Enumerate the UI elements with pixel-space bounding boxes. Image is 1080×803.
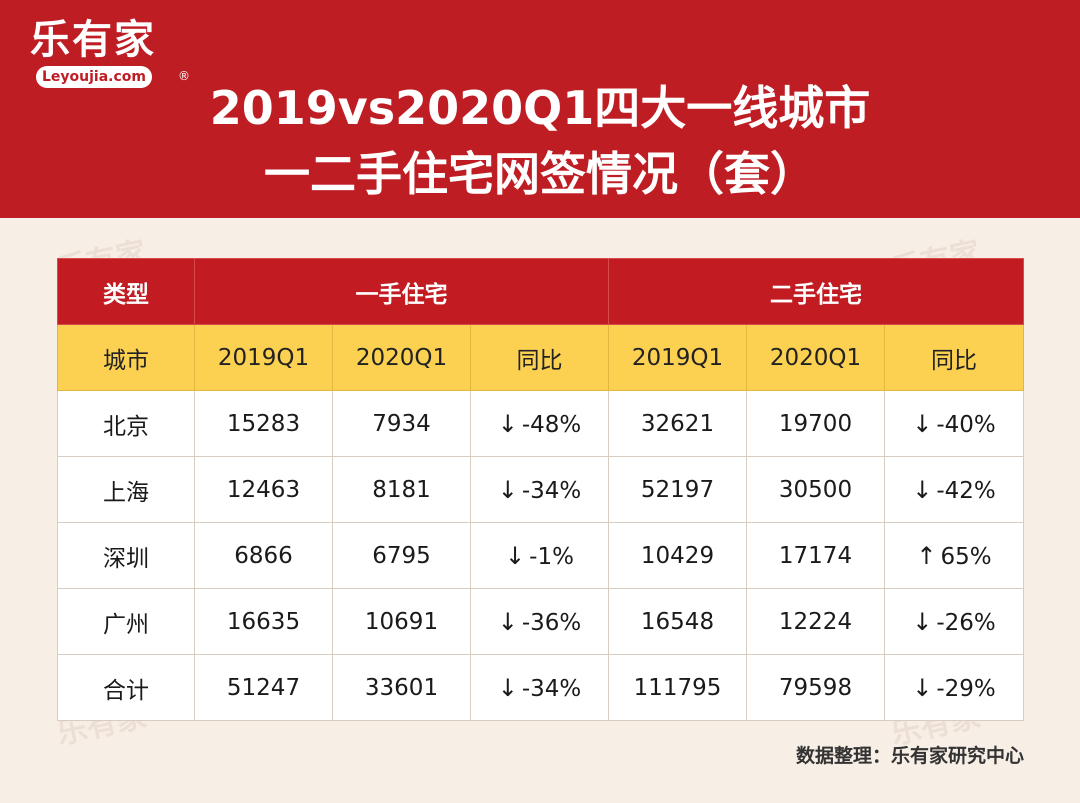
value-cell: 17174: [746, 522, 885, 589]
value-cell: 10691: [332, 588, 471, 655]
city-cell: 深圳: [57, 522, 195, 589]
arrow-down-icon: ↓: [497, 673, 518, 702]
city-cell: 合计: [57, 654, 195, 721]
table-row: 上海 12463 8181 ↓ -34% 52197 30500 ↓ -42%: [57, 456, 1024, 523]
logo-chinese: 乐有家: [30, 17, 156, 63]
yoy-cell: ↓ -48%: [470, 390, 609, 457]
value-cell: 33601: [332, 654, 471, 721]
city-cell: 广州: [57, 588, 195, 655]
arrow-down-icon: ↓: [912, 475, 933, 504]
group-header-second-hand: 二手住宅: [608, 258, 1024, 325]
value-cell: 16635: [194, 588, 333, 655]
table-row: 深圳 6866 6795 ↓ -1% 10429 17174 ↑ 65%: [57, 522, 1024, 589]
registered-mark: ®: [178, 69, 190, 83]
group-header-row: 类型 一手住宅 二手住宅: [57, 258, 1024, 325]
arrow-down-icon: ↓: [912, 607, 933, 636]
value-cell: 12224: [746, 588, 885, 655]
arrow-down-icon: ↓: [912, 409, 933, 438]
value-cell: 79598: [746, 654, 885, 721]
column-header: 2019Q1: [608, 324, 747, 391]
table-row: 广州 16635 10691 ↓ -36% 16548 12224 ↓ -26%: [57, 588, 1024, 655]
value-cell: 6795: [332, 522, 471, 589]
yoy-cell: ↓ -36%: [470, 588, 609, 655]
value-cell: 6866: [194, 522, 333, 589]
yoy-value: -34%: [521, 477, 582, 504]
column-header: 城市: [57, 324, 195, 391]
value-cell: 7934: [332, 390, 471, 457]
yoy-cell: ↓ -26%: [884, 588, 1024, 655]
yoy-cell: ↓ -29%: [884, 654, 1024, 721]
value-cell: 32621: [608, 390, 747, 457]
arrow-down-icon: ↓: [497, 607, 518, 636]
value-cell: 10429: [608, 522, 747, 589]
value-cell: 15283: [194, 390, 333, 457]
arrow-down-icon: ↓: [497, 475, 518, 504]
value-cell: 51247: [194, 654, 333, 721]
header-banner: 乐有家 Leyoujia.com ® 2019vs2020Q1四大一线城市 一二…: [0, 0, 1080, 218]
yoy-value: -1%: [529, 543, 574, 570]
brand-logo: 乐有家 Leyoujia.com ®: [30, 17, 190, 88]
column-header: 2020Q1: [746, 324, 885, 391]
yoy-value: -40%: [936, 411, 996, 438]
city-cell: 上海: [57, 456, 195, 523]
column-header-row: 城市 2019Q1 2020Q1 同比 2019Q1 2020Q1 同比: [57, 324, 1024, 391]
column-header: 2019Q1: [194, 324, 333, 391]
type-header: 类型: [57, 258, 195, 325]
value-cell: 30500: [746, 456, 885, 523]
city-cell: 北京: [57, 390, 195, 457]
column-header: 同比: [470, 324, 609, 391]
value-cell: 16548: [608, 588, 747, 655]
yoy-cell: ↓ -42%: [884, 456, 1024, 523]
column-header: 2020Q1: [332, 324, 471, 391]
yoy-value: -29%: [936, 675, 996, 702]
value-cell: 111795: [608, 654, 747, 721]
yoy-value: -34%: [521, 675, 582, 702]
yoy-value: -48%: [521, 411, 582, 438]
housing-sales-table: 类型 一手住宅 二手住宅 城市 2019Q1 2020Q1 同比 2019Q1 …: [57, 258, 1024, 721]
arrow-up-icon: ↑: [916, 541, 937, 570]
table-row-total: 合计 51247 33601 ↓ -34% 111795 79598 ↓ -29%: [57, 654, 1024, 721]
arrow-down-icon: ↓: [505, 541, 526, 570]
value-cell: 19700: [746, 390, 885, 457]
column-header: 同比: [884, 324, 1024, 391]
table-row: 北京 15283 7934 ↓ -48% 32621 19700 ↓ -40%: [57, 390, 1024, 457]
logo-english: Leyoujia.com: [36, 66, 152, 88]
yoy-value: -36%: [521, 609, 582, 636]
yoy-value: -42%: [936, 477, 996, 504]
yoy-cell: ↓ -34%: [470, 654, 609, 721]
yoy-cell: ↑ 65%: [884, 522, 1024, 589]
yoy-cell: ↓ -1%: [470, 522, 609, 589]
yoy-value: -26%: [936, 609, 996, 636]
arrow-down-icon: ↓: [912, 673, 933, 702]
yoy-cell: ↓ -34%: [470, 456, 609, 523]
yoy-value: 65%: [940, 543, 992, 570]
value-cell: 52197: [608, 456, 747, 523]
page-title-line1: 2019vs2020Q1四大一线城市: [209, 81, 871, 135]
value-cell: 12463: [194, 456, 333, 523]
yoy-cell: ↓ -40%: [884, 390, 1024, 457]
group-header-new-homes: 一手住宅: [194, 258, 609, 325]
page-title-line2: 一二手住宅网签情况（套）: [264, 147, 816, 201]
source-note: 数据整理：乐有家研究中心: [795, 745, 1024, 767]
arrow-down-icon: ↓: [497, 409, 518, 438]
value-cell: 8181: [332, 456, 471, 523]
